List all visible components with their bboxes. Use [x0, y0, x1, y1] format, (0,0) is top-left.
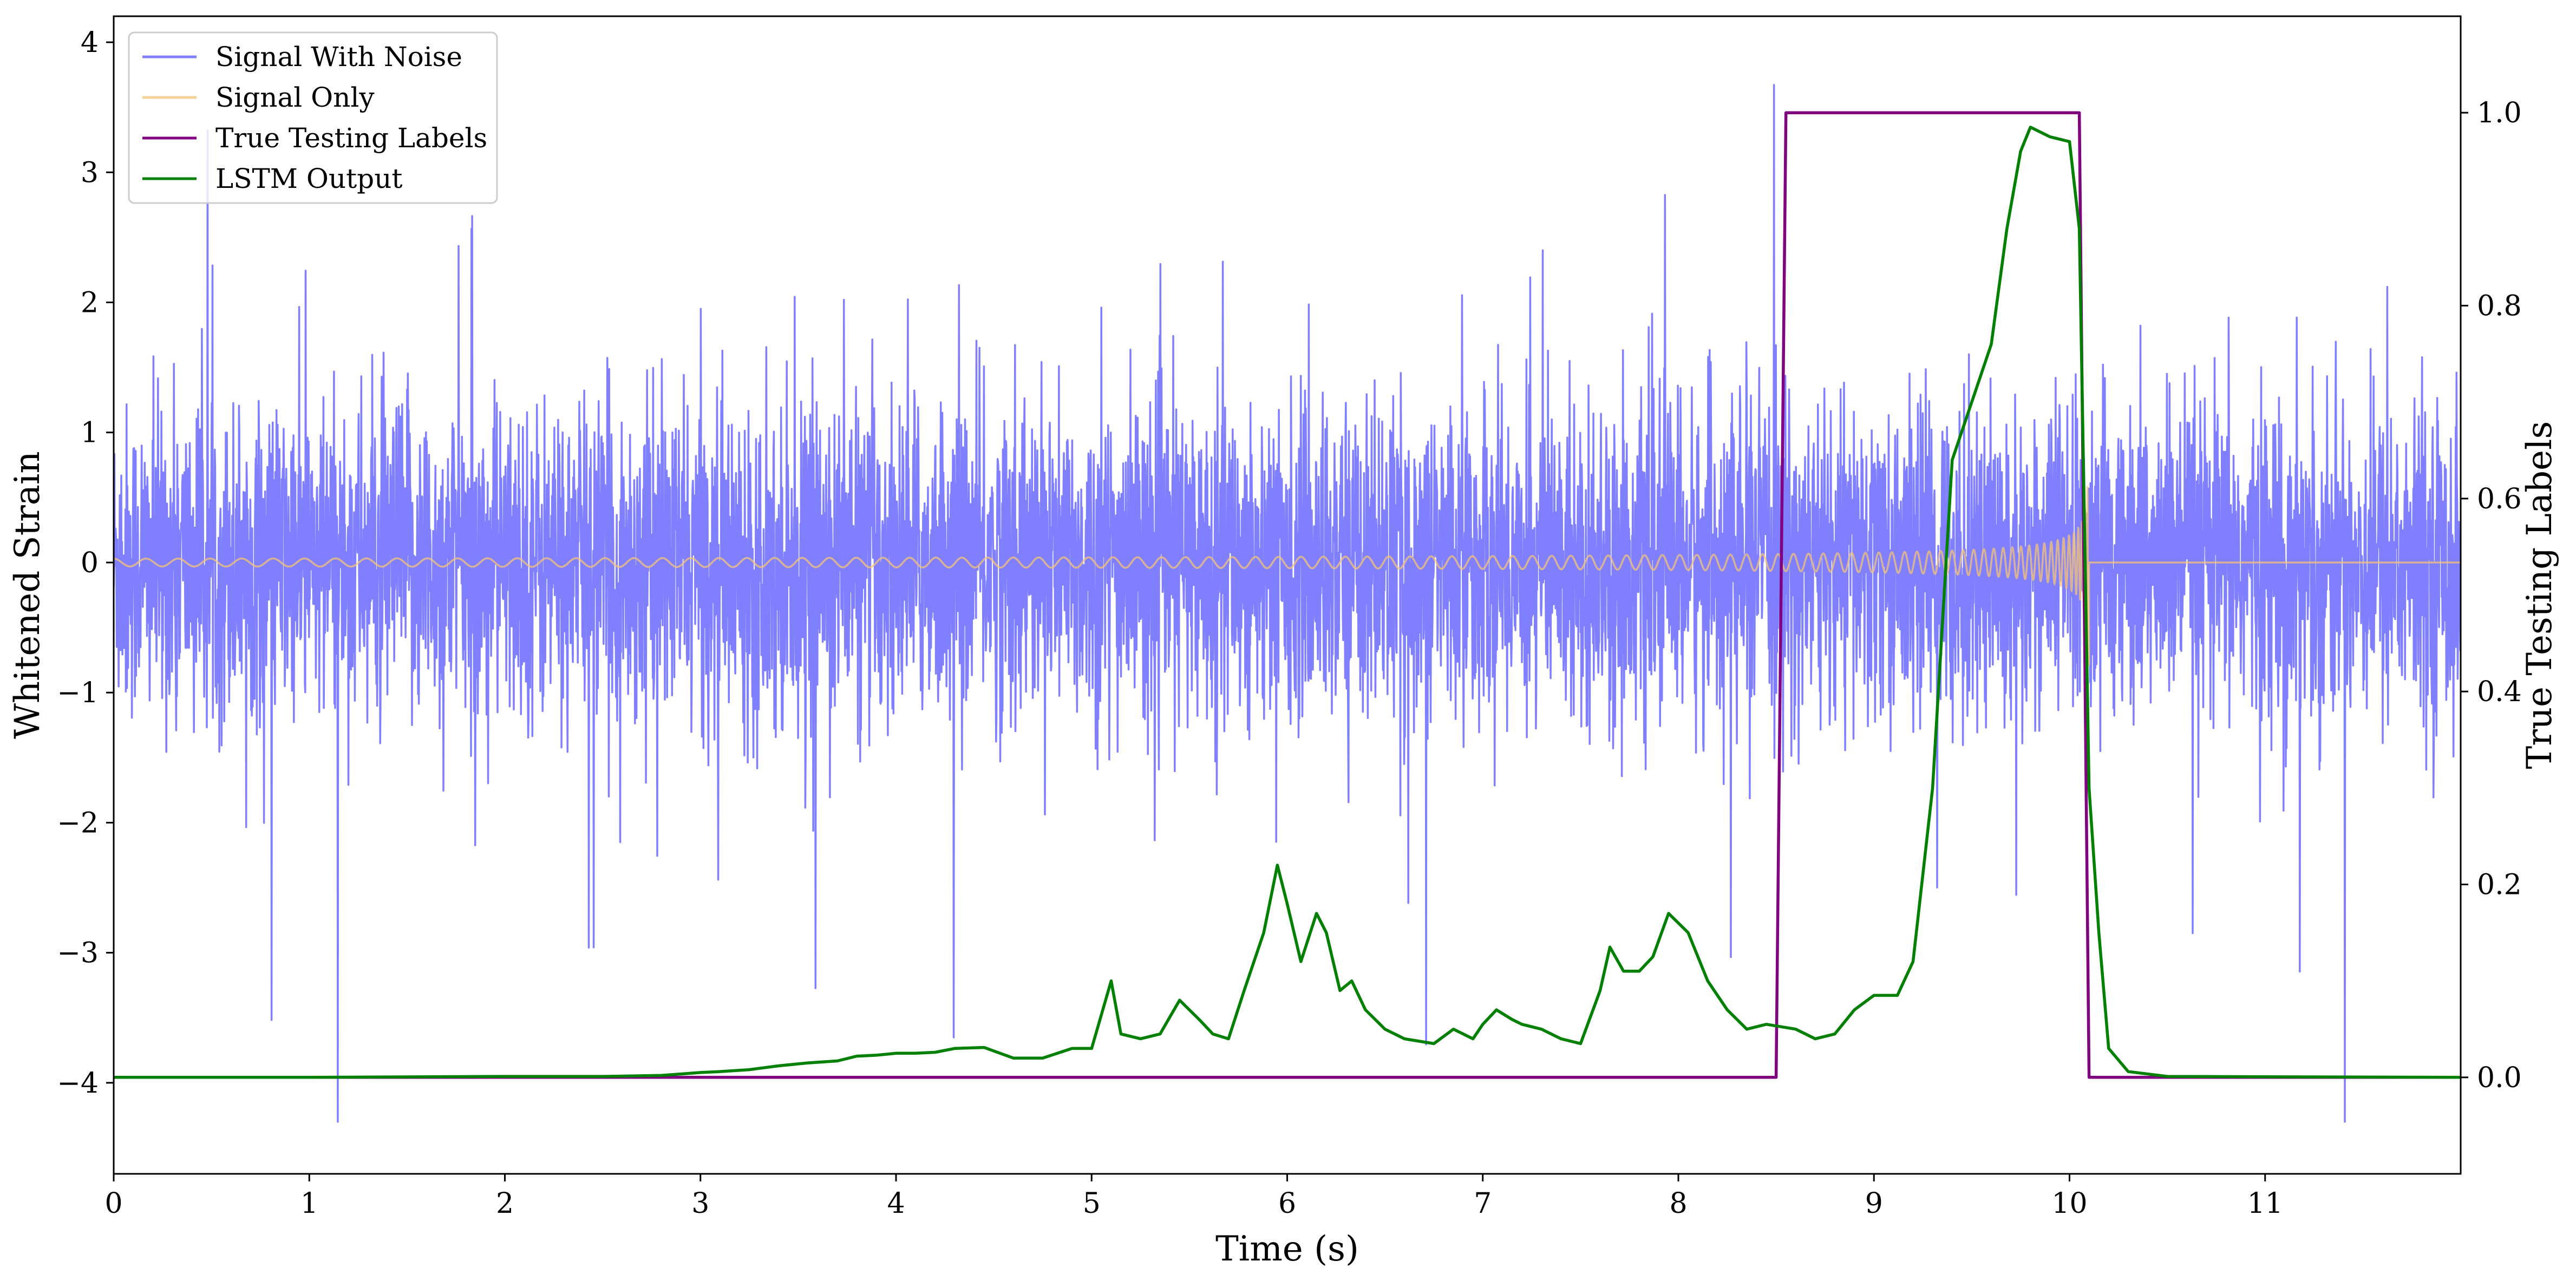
x-tick-label: 11	[2247, 1187, 2283, 1220]
plot-area	[114, 84, 2461, 1123]
x-axis-label: Time (s)	[1215, 1229, 1359, 1269]
y-tick-label: 3	[81, 156, 99, 189]
legend-lstm-output-label: LSTM Output	[215, 163, 402, 194]
y2-tick-label: 0.8	[2477, 290, 2522, 323]
y-tick-label: −1	[57, 677, 99, 709]
y-tick-label: −4	[57, 1067, 99, 1100]
x-tick-label: 8	[1669, 1187, 1687, 1220]
y2-tick-label: 1.0	[2477, 97, 2522, 129]
x-tick-label: 9	[1865, 1187, 1883, 1220]
x-tick-label: 2	[496, 1187, 514, 1220]
legend-true-testing-labels-label: True Testing Labels	[215, 122, 487, 154]
y-axis-label: Whitened Strain	[8, 451, 48, 739]
x-tick-label: 6	[1278, 1187, 1296, 1220]
y2-tick-label: 0.2	[2477, 869, 2522, 901]
x-tick-label: 10	[2051, 1187, 2087, 1220]
y-tick-label: 4	[81, 27, 99, 59]
y-axis-left: −4 −3 −2 −1 0 1 2 3 4	[57, 27, 114, 1100]
y2-axis-label: True Testing Labels	[2520, 421, 2560, 769]
series-signal-only-line	[114, 486, 2461, 669]
x-tick-label: 5	[1083, 1187, 1101, 1220]
y-tick-label: −3	[57, 937, 99, 970]
y2-tick-label: 0.4	[2477, 676, 2522, 708]
x-tick-label: 0	[104, 1187, 122, 1220]
y-tick-label: 1	[81, 417, 99, 449]
series-layer	[114, 84, 2461, 1123]
series-lstm-output-line	[114, 126, 2461, 1079]
y-tick-label: 0	[81, 547, 99, 579]
legend: Signal With Noise Signal Only True Testing…	[128, 31, 498, 204]
series-true-testing-labels-line	[114, 111, 2461, 1079]
legend-signal-with-noise-label: Signal With Noise	[215, 41, 462, 73]
y2-tick-label: 0.0	[2477, 1062, 2522, 1094]
x-tick-label: 4	[887, 1187, 905, 1220]
y2-tick-label: 0.6	[2477, 483, 2522, 515]
y-tick-label: −2	[57, 807, 99, 839]
y-axis-right: 0.0 0.2 0.4 0.6 0.8 1.0	[2461, 97, 2522, 1094]
y-tick-label: 2	[81, 286, 99, 319]
legend-box	[128, 31, 498, 204]
x-tick-label: 3	[691, 1187, 709, 1220]
legend-signal-only-label: Signal Only	[215, 82, 375, 113]
x-tick-label: 7	[1474, 1187, 1492, 1220]
x-axis: 0 1 2 3 4 5 6 7 8 9 10 11	[104, 1174, 2283, 1220]
x-tick-label: 1	[300, 1187, 318, 1220]
